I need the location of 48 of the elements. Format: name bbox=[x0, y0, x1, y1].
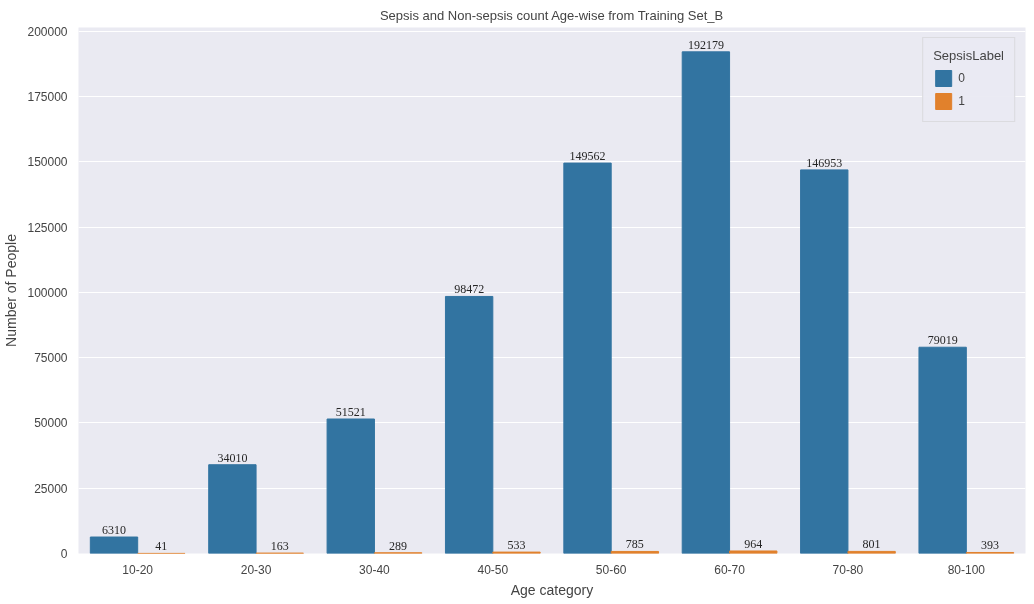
bar bbox=[918, 346, 967, 554]
data-label: 6310 bbox=[102, 523, 127, 538]
data-label: 533 bbox=[507, 538, 526, 553]
y-tick-label: 100000 bbox=[27, 285, 68, 300]
data-label: 79019 bbox=[927, 333, 958, 348]
data-label: 51521 bbox=[335, 405, 366, 420]
y-tick-label: 150000 bbox=[27, 155, 68, 170]
data-label: 98472 bbox=[454, 282, 485, 297]
data-label: 801 bbox=[862, 537, 881, 552]
x-axis-title: Age category bbox=[510, 581, 594, 598]
data-label: 34010 bbox=[217, 450, 248, 465]
data-label: 163 bbox=[270, 539, 289, 554]
data-label: 149562 bbox=[569, 149, 606, 164]
bar bbox=[681, 51, 731, 554]
legend-label: 1 bbox=[958, 94, 966, 108]
data-label: 393 bbox=[980, 538, 999, 553]
data-label: 146953 bbox=[806, 155, 843, 170]
y-axis-title: Number of People bbox=[3, 233, 20, 347]
legend-label: 0 bbox=[958, 71, 966, 85]
bar bbox=[89, 536, 139, 554]
y-tick-label: 200000 bbox=[27, 24, 68, 39]
x-tick-label: 80-100 bbox=[947, 562, 986, 577]
bar bbox=[444, 295, 494, 554]
data-label: 192179 bbox=[687, 37, 724, 52]
x-tick-label: 10-20 bbox=[122, 562, 154, 577]
x-tick-label: 30-40 bbox=[359, 562, 391, 577]
bar bbox=[729, 550, 778, 554]
y-tick-label: 0 bbox=[60, 547, 68, 561]
data-label: 289 bbox=[389, 538, 408, 553]
bar bbox=[326, 418, 375, 554]
data-label: 964 bbox=[744, 536, 763, 551]
x-tick-label: 60-70 bbox=[714, 562, 746, 577]
y-tick-label: 75000 bbox=[34, 351, 68, 366]
x-tick-label: 70-80 bbox=[832, 562, 864, 577]
bar bbox=[800, 169, 849, 554]
x-tick-label: 20-30 bbox=[240, 562, 272, 577]
data-label: 785 bbox=[625, 537, 644, 552]
data-label: 41 bbox=[155, 539, 168, 554]
x-tick-label: 50-60 bbox=[595, 562, 627, 577]
bar bbox=[563, 162, 612, 554]
chart-title: Sepsis and Non-sepsis count Age-wise from Training Set_B bbox=[379, 7, 724, 23]
y-tick-label: 25000 bbox=[34, 481, 68, 496]
x-tick-label: 40-50 bbox=[477, 562, 509, 577]
y-tick-label: 50000 bbox=[34, 416, 68, 431]
y-tick-label: 175000 bbox=[27, 90, 68, 105]
bar bbox=[208, 464, 257, 554]
legend-title: SepsisLabel bbox=[933, 48, 1004, 63]
y-tick-label: 125000 bbox=[27, 220, 68, 235]
